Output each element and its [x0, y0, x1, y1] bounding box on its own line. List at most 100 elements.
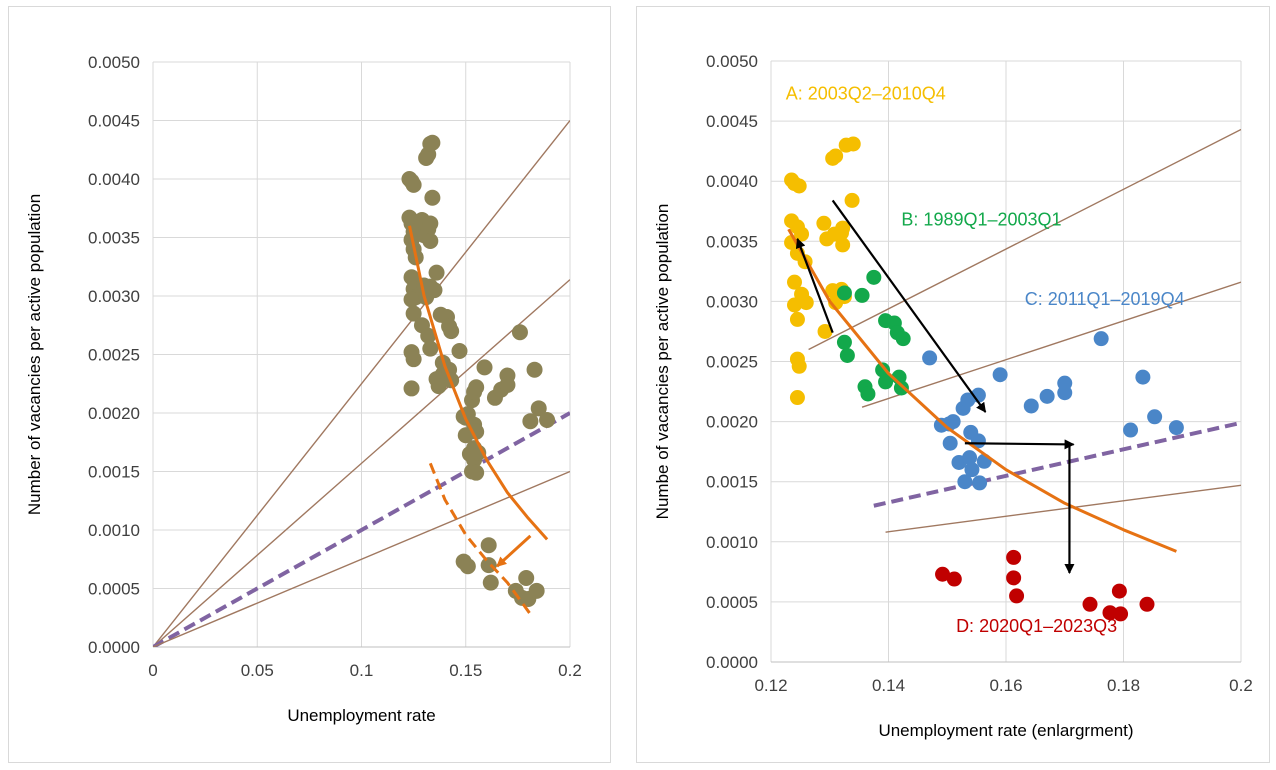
- data-point: [468, 379, 485, 396]
- y-tick-label: 0.0000: [706, 653, 758, 672]
- data-point: [539, 412, 556, 429]
- fitted-curve: [787, 228, 1177, 553]
- data-point: [428, 264, 445, 281]
- chart-left-svg: 0 0.05 0.1 0.15 0.2 0.0000 0.0005 0.0010 0.0015 0…: [25, 53, 582, 725]
- data-point: [1006, 549, 1022, 565]
- data-point: [430, 378, 447, 395]
- data-point: [816, 215, 832, 231]
- data-point: [860, 386, 876, 402]
- data-point: [817, 323, 833, 339]
- reference-line: [873, 420, 1241, 508]
- data-point: [443, 323, 460, 340]
- data-point: [828, 148, 844, 164]
- x-tick-label: 0.15: [449, 661, 482, 680]
- data-point: [992, 367, 1008, 383]
- reference-line: [885, 484, 1241, 533]
- data-point: [935, 566, 951, 582]
- x-tick-label: 0.2: [558, 661, 582, 680]
- data-point: [970, 387, 986, 403]
- data-point: [1082, 596, 1098, 612]
- direction-arrow: [831, 199, 987, 413]
- y-tick-label: 0.0015: [706, 473, 758, 492]
- data-point: [1111, 583, 1127, 599]
- x-tick-label: 0.12: [754, 676, 787, 695]
- data-point: [794, 226, 810, 242]
- data-point: [1009, 588, 1025, 604]
- data-point: [839, 347, 855, 363]
- data-point: [866, 269, 882, 285]
- data-point: [946, 571, 962, 587]
- data-point: [893, 380, 909, 396]
- data-point: [878, 374, 894, 390]
- data-point: [426, 282, 443, 299]
- data-point: [1123, 422, 1139, 438]
- data-point: [798, 295, 814, 311]
- data-point: [422, 233, 439, 250]
- y-tick-label: 0.0020: [88, 404, 140, 423]
- data-point: [964, 462, 980, 478]
- data-point: [970, 433, 986, 449]
- data-point: [526, 361, 543, 378]
- y-tick-label: 0.0050: [706, 52, 758, 71]
- y-tick-label: 0.0050: [88, 53, 140, 72]
- y-tick-label: 0.0005: [706, 593, 758, 612]
- period-label: A: 2003Q2–2010Q4: [786, 83, 946, 103]
- x-tick-label: 0.16: [989, 676, 1022, 695]
- x-axis-title: Unemployment rate: [287, 706, 435, 725]
- chart-panel-right: 0.12 0.14 0.16 0.18 0.2 0.0000 0.0005 0.0010 0.0…: [636, 6, 1270, 763]
- y-tick-label: 0.0035: [706, 232, 758, 251]
- x-tick-label: 0: [148, 661, 157, 680]
- reference-line: [153, 279, 570, 647]
- data-point: [835, 220, 851, 236]
- data-point: [836, 285, 852, 301]
- y-axis-title: Number of vacancies per active populatio…: [25, 194, 44, 515]
- data-point: [962, 450, 978, 466]
- data-point: [1135, 369, 1151, 385]
- data-point: [468, 423, 485, 440]
- data-point: [405, 305, 422, 322]
- fitted-curve: [408, 225, 549, 541]
- data-point: [405, 351, 422, 368]
- reference-line: [153, 411, 570, 647]
- data-point: [1168, 420, 1184, 436]
- data-point: [854, 287, 870, 303]
- y-tick-label: 0.0000: [88, 638, 140, 657]
- reference-line: [861, 281, 1241, 408]
- y-tick-label: 0.0035: [88, 229, 140, 248]
- data-point: [844, 192, 860, 208]
- data-point: [791, 178, 807, 194]
- y-tick-label: 0.0045: [88, 112, 140, 131]
- y-tick-label: 0.0025: [88, 346, 140, 365]
- y-tick-label: 0.0020: [706, 413, 758, 432]
- y-tick-label: 0.0015: [88, 463, 140, 482]
- y-tick-label: 0.0040: [706, 172, 758, 191]
- data-point: [1023, 398, 1039, 414]
- y-tick-label: 0.0045: [706, 112, 758, 131]
- data-point: [787, 297, 802, 313]
- data-point: [791, 358, 807, 374]
- data-point: [875, 362, 891, 378]
- data-point: [835, 237, 851, 253]
- y-tick-label: 0.0010: [706, 533, 758, 552]
- data-point: [942, 435, 958, 451]
- chart-right-svg: 0.12 0.14 0.16 0.18 0.2 0.0000 0.0005 0.0010 0.0…: [653, 52, 1253, 740]
- data-point: [424, 189, 441, 206]
- data-point: [482, 574, 499, 591]
- y-tick-label: 0.0005: [88, 580, 140, 599]
- x-tick-label: 0.14: [872, 676, 905, 695]
- data-point: [1139, 596, 1155, 612]
- fitted-curve: [428, 462, 532, 616]
- data-point: [787, 274, 802, 290]
- data-point: [895, 331, 911, 347]
- data-point: [480, 537, 497, 554]
- data-point: [480, 557, 497, 574]
- data-point: [1006, 570, 1022, 586]
- data-point: [789, 390, 805, 406]
- data-point: [518, 569, 535, 586]
- data-point: [1147, 409, 1163, 425]
- x-tick-label: 0.05: [241, 661, 274, 680]
- reference-line: [153, 470, 570, 647]
- data-point: [528, 582, 545, 599]
- period-label: C: 2011Q1–2019Q4: [1025, 289, 1185, 309]
- data-point: [945, 414, 961, 430]
